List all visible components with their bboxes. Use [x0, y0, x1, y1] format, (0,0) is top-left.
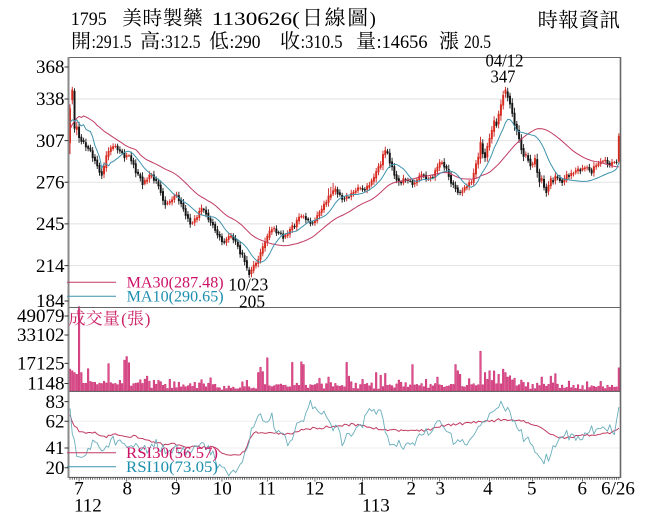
- svg-text::291.5: :291.5: [92, 32, 132, 53]
- svg-text:): ): [370, 9, 376, 30]
- svg-text:7: 7: [74, 478, 84, 499]
- svg-text::14656: :14656: [377, 32, 428, 53]
- svg-text:5: 5: [527, 478, 537, 499]
- svg-text:368: 368: [36, 57, 65, 78]
- svg-text:9: 9: [171, 478, 181, 499]
- svg-text:214: 214: [36, 256, 65, 277]
- svg-text:6: 6: [578, 478, 588, 499]
- svg-text:11: 11: [258, 478, 276, 499]
- svg-text:6/26: 6/26: [601, 478, 635, 499]
- svg-text:1795: 1795: [71, 9, 107, 30]
- svg-text:8: 8: [122, 478, 132, 499]
- svg-text:245: 245: [36, 214, 65, 235]
- svg-text:1: 1: [357, 478, 367, 499]
- svg-text:62: 62: [46, 411, 65, 432]
- svg-text:1148: 1148: [27, 374, 64, 395]
- svg-text:04/12: 04/12: [486, 50, 524, 70]
- svg-text:MA10(290.65): MA10(290.65): [127, 289, 224, 306]
- svg-text:4: 4: [483, 478, 493, 499]
- svg-text:(: (: [121, 309, 127, 328]
- svg-text:307: 307: [36, 131, 65, 152]
- svg-text:RSI30(56.57): RSI30(56.57): [126, 445, 218, 462]
- svg-text::312.5: :312.5: [161, 32, 201, 53]
- svg-text:2: 2: [407, 478, 417, 499]
- svg-text:10/23: 10/23: [228, 274, 268, 294]
- svg-text:347: 347: [491, 66, 516, 86]
- svg-text:RSI10(73.05): RSI10(73.05): [126, 459, 218, 476]
- svg-text:49079: 49079: [17, 306, 65, 327]
- svg-text:41: 41: [46, 438, 65, 459]
- svg-text:10: 10: [213, 478, 232, 499]
- svg-text:276: 276: [36, 173, 65, 194]
- svg-text:): ): [145, 309, 151, 328]
- svg-text:12: 12: [305, 478, 324, 499]
- svg-text:205: 205: [239, 291, 265, 311]
- svg-text:83: 83: [46, 392, 65, 413]
- svg-text:112: 112: [74, 495, 102, 516]
- svg-text::310.5: :310.5: [301, 32, 343, 53]
- svg-text:1130626(: 1130626(: [212, 9, 300, 30]
- svg-text:113: 113: [362, 495, 390, 516]
- svg-text:338: 338: [36, 89, 65, 110]
- svg-text::290: :290: [230, 32, 261, 53]
- svg-text:MA30(287.48): MA30(287.48): [127, 275, 224, 292]
- svg-text:33102: 33102: [17, 325, 65, 346]
- svg-text:184: 184: [36, 291, 65, 312]
- svg-text:3: 3: [435, 478, 445, 499]
- svg-text:20.5: 20.5: [464, 32, 491, 53]
- svg-text:20: 20: [46, 458, 65, 479]
- svg-text:17125: 17125: [17, 354, 65, 375]
